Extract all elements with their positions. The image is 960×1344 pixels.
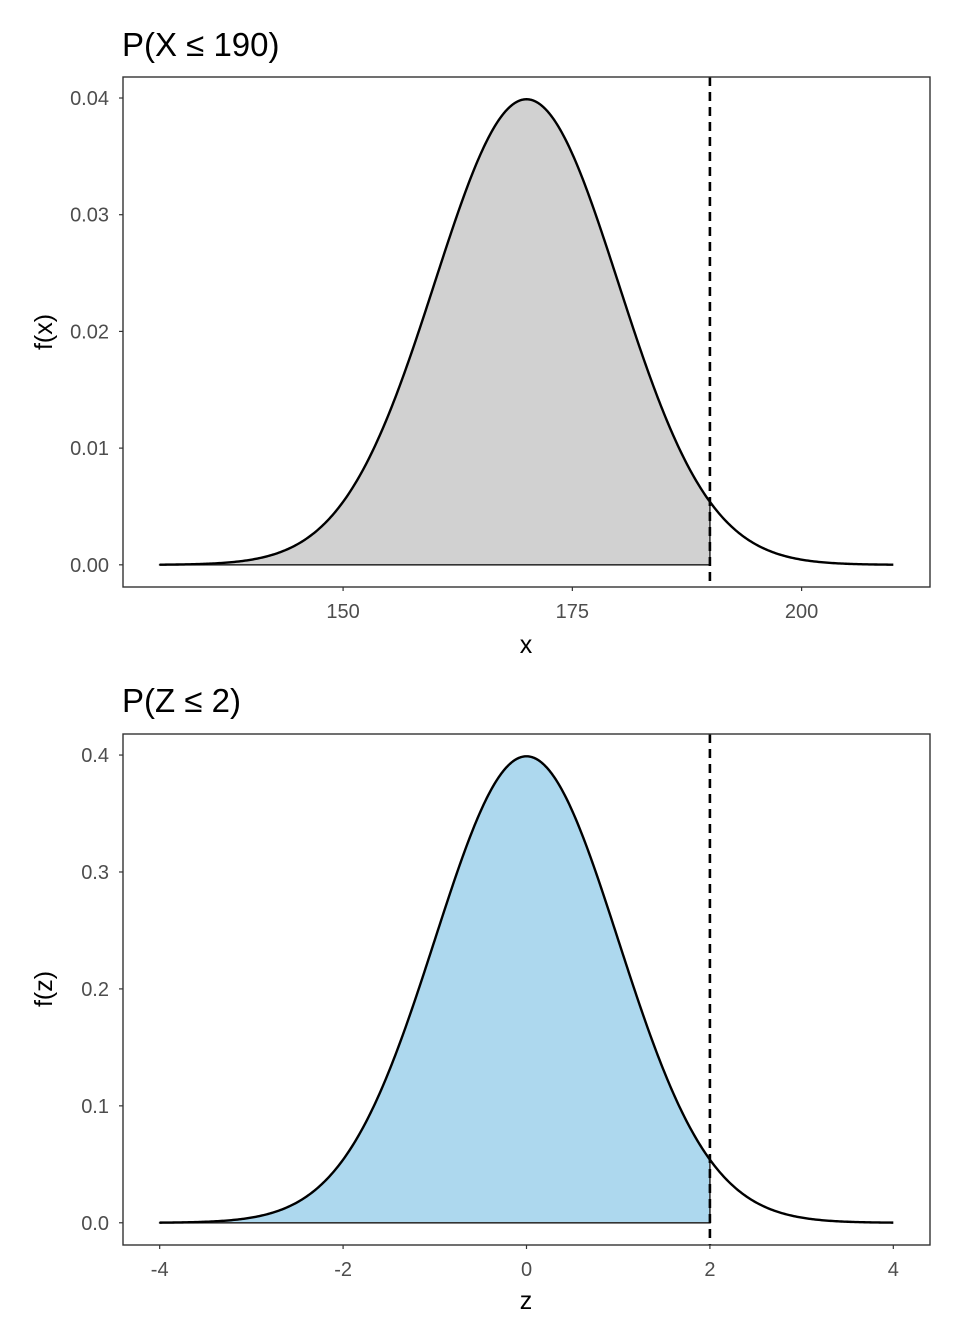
x-axis-label-x: x (520, 631, 533, 659)
y-axis-label-z: f(z) (30, 971, 58, 1007)
y-tick-label-x: 0.03 (70, 205, 109, 227)
y-tick-label-z: 0.4 (81, 745, 109, 767)
plot-area-z: -4 -2 0 2 4 0.0 0.1 0.2 0.3 0.4 (81, 733, 931, 1281)
x-tick-label-z: 4 (888, 1259, 899, 1281)
x-tick-label-x: 200 (785, 601, 818, 623)
x-tick-label-z: 0 (521, 1259, 532, 1281)
y-tick-label-z: 0.1 (81, 1096, 109, 1118)
density-curve-x (159, 98, 894, 566)
x-axis-label-z: z (520, 1287, 533, 1315)
y-tick-label-x: 0.02 (70, 321, 109, 343)
x-tick-label-x: 175 (556, 601, 589, 623)
chart-panel-z: P(Z ≤ 2) f(z) z -4 -2 0 2 4 0.0 0.1 0.2 0.3 0.4 (30, 682, 931, 1315)
y-tick-label-z: 0.3 (81, 862, 109, 884)
shaded-area-x (158, 98, 711, 566)
chart-title-x: P(X ≤ 190) (122, 26, 280, 63)
y-tick-label-x: 0.04 (70, 88, 109, 110)
plot-area-x: 150 175 200 0.00 0.01 0.02 0.03 0.04 (70, 76, 931, 623)
y-tick-label-x: 0.01 (70, 438, 109, 460)
y-tick-label-x: 0.00 (70, 555, 109, 577)
density-curve-z (159, 755, 894, 1224)
chart-title-z: P(Z ≤ 2) (122, 682, 241, 719)
y-tick-label-z: 0.0 (81, 1213, 109, 1235)
chart-panel-x: P(X ≤ 190) f(x) x 150 175 200 0.00 0.01 0.02 0… (30, 26, 931, 659)
y-tick-label-z: 0.2 (81, 979, 109, 1001)
y-axis-label-x: f(x) (30, 314, 58, 350)
x-tick-label-z: -2 (334, 1259, 352, 1281)
x-tick-label-z: -4 (151, 1259, 169, 1281)
x-tick-label-x: 150 (326, 601, 359, 623)
shaded-area-z (158, 755, 711, 1224)
x-tick-label-z: 2 (704, 1259, 715, 1281)
